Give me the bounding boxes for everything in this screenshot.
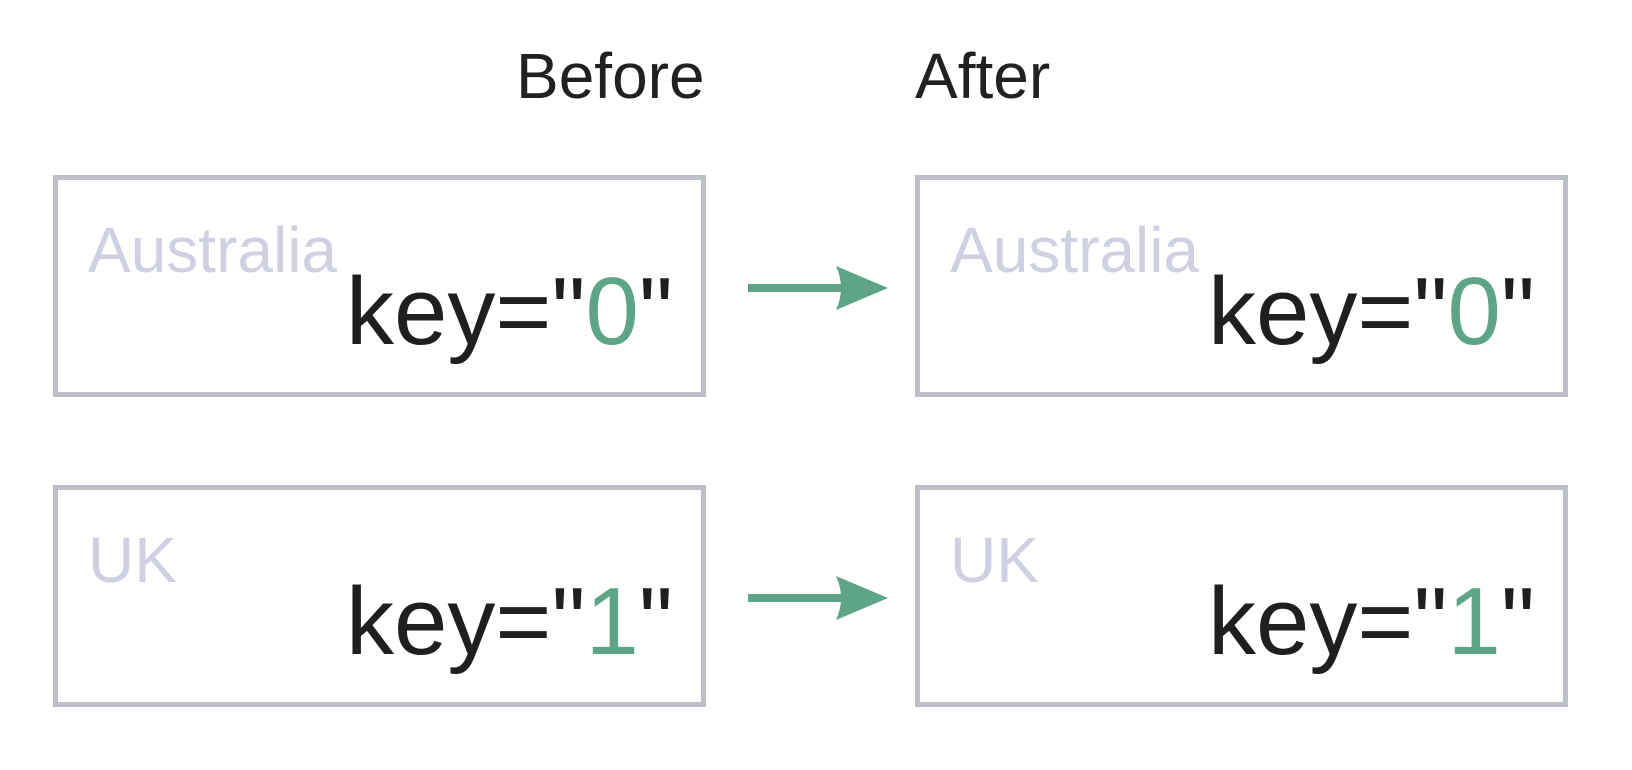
key-attribute: key="1" [346,570,673,674]
before-item-box: UK key="1" [53,485,706,707]
key-suffix: " [638,258,673,365]
before-heading: Before [516,40,705,112]
country-label: Australia [950,214,1199,286]
key-attribute: key="0" [346,260,673,364]
key-attribute: key="1" [1208,570,1535,674]
before-item-box: Australia key="0" [53,175,706,397]
key-prefix: key=" [1208,258,1448,365]
after-item-box: UK key="1" [915,485,1568,707]
key-value: 1 [585,568,639,675]
after-heading: After [915,40,1051,112]
key-prefix: key=" [1208,568,1448,675]
country-label: UK [950,524,1039,596]
key-suffix: " [638,568,673,675]
arrow-right-icon [748,576,888,620]
key-suffix: " [1500,568,1535,675]
key-attribute: key="0" [1208,260,1535,364]
key-prefix: key=" [346,258,586,365]
key-value: 0 [585,258,639,365]
country-label: UK [88,524,177,596]
key-prefix: key=" [346,568,586,675]
after-item-box: Australia key="0" [915,175,1568,397]
arrow-right-icon [748,266,888,310]
key-value: 1 [1447,568,1501,675]
key-value: 0 [1447,258,1501,365]
key-suffix: " [1500,258,1535,365]
country-label: Australia [88,214,337,286]
